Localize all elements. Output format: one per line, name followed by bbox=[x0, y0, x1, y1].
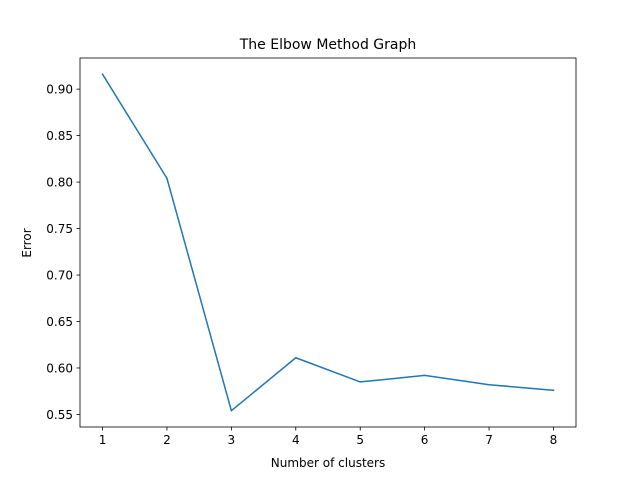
tick-layer: 1 2 3 4 5 6 7 8 0.55 0.60 0.65 0.70 0.75 0.80 0.85 0.90 bbox=[46, 83, 557, 447]
error-line-series bbox=[101, 73, 555, 412]
axes-frame bbox=[79, 57, 577, 428]
x-tick-label: 8 bbox=[550, 433, 558, 447]
series-layer bbox=[101, 73, 555, 412]
data-point bbox=[295, 357, 297, 359]
data-point bbox=[423, 374, 426, 377]
data-point bbox=[230, 409, 233, 412]
x-axis-label: Number of clusters bbox=[271, 456, 385, 470]
x-tick-label: 5 bbox=[356, 433, 364, 447]
y-tick-label: 0.70 bbox=[46, 269, 73, 283]
data-point bbox=[552, 389, 555, 392]
x-tick-label: 4 bbox=[292, 433, 300, 447]
y-tick-label: 0.80 bbox=[46, 176, 73, 190]
data-point bbox=[166, 177, 168, 180]
y-tick-label: 0.75 bbox=[46, 222, 73, 236]
data-point bbox=[359, 381, 361, 383]
chart-title: The Elbow Method Graph bbox=[239, 37, 416, 53]
y-tick-label: 0.90 bbox=[46, 83, 73, 97]
y-tick-label: 0.85 bbox=[46, 129, 73, 143]
y-tick-label: 0.65 bbox=[46, 315, 73, 329]
x-tick-label: 1 bbox=[99, 433, 107, 447]
data-point bbox=[101, 73, 104, 76]
y-tick-label: 0.55 bbox=[46, 408, 73, 422]
x-tick-label: 7 bbox=[485, 433, 493, 447]
data-point bbox=[488, 383, 490, 386]
x-tick-label: 2 bbox=[163, 433, 171, 447]
y-tick-label: 0.60 bbox=[46, 361, 73, 375]
x-tick-label: 6 bbox=[421, 433, 429, 447]
x-tick-label: 3 bbox=[228, 433, 236, 447]
y-axis-label: Error bbox=[20, 228, 34, 257]
